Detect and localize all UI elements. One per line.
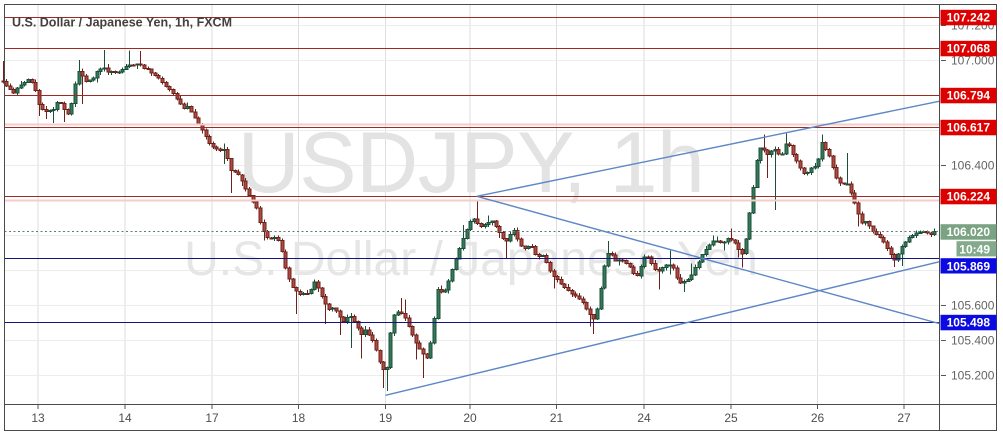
- svg-text:24: 24: [637, 411, 651, 425]
- svg-text:107.068: 107.068: [947, 42, 991, 56]
- svg-text:17: 17: [205, 411, 219, 425]
- svg-text:10:49: 10:49: [959, 242, 990, 256]
- svg-text:105.200: 105.200: [951, 368, 995, 382]
- svg-text:21: 21: [550, 411, 564, 425]
- svg-text:105.869: 105.869: [947, 259, 991, 273]
- svg-text:13: 13: [31, 411, 45, 425]
- svg-text:18: 18: [292, 411, 306, 425]
- svg-text:107.242: 107.242: [947, 11, 991, 25]
- svg-text:105.400: 105.400: [951, 333, 995, 347]
- svg-text:14: 14: [118, 411, 132, 425]
- svg-text:106.020: 106.020: [947, 225, 991, 239]
- svg-text:27: 27: [897, 411, 911, 425]
- svg-text:U.S. Dollar / Japanese Yen, 1h: U.S. Dollar / Japanese Yen, 1h, FXCM: [12, 16, 232, 30]
- svg-text:20: 20: [463, 411, 477, 425]
- svg-text:105.498: 105.498: [947, 316, 991, 330]
- svg-text:U.S. Dollar / Japanese Yen: U.S. Dollar / Japanese Yen: [184, 233, 758, 286]
- svg-text:106.224: 106.224: [947, 190, 991, 204]
- svg-text:106.400: 106.400: [951, 158, 995, 172]
- svg-text:26: 26: [811, 411, 825, 425]
- svg-text:106.794: 106.794: [947, 89, 991, 103]
- svg-text:19: 19: [379, 411, 393, 425]
- svg-text:25: 25: [724, 411, 738, 425]
- svg-text:107.000: 107.000: [951, 53, 995, 67]
- svg-text:105.600: 105.600: [951, 298, 995, 312]
- svg-text:USDJPY, 1h: USDJPY, 1h: [238, 115, 705, 211]
- svg-text:106.617: 106.617: [947, 121, 991, 135]
